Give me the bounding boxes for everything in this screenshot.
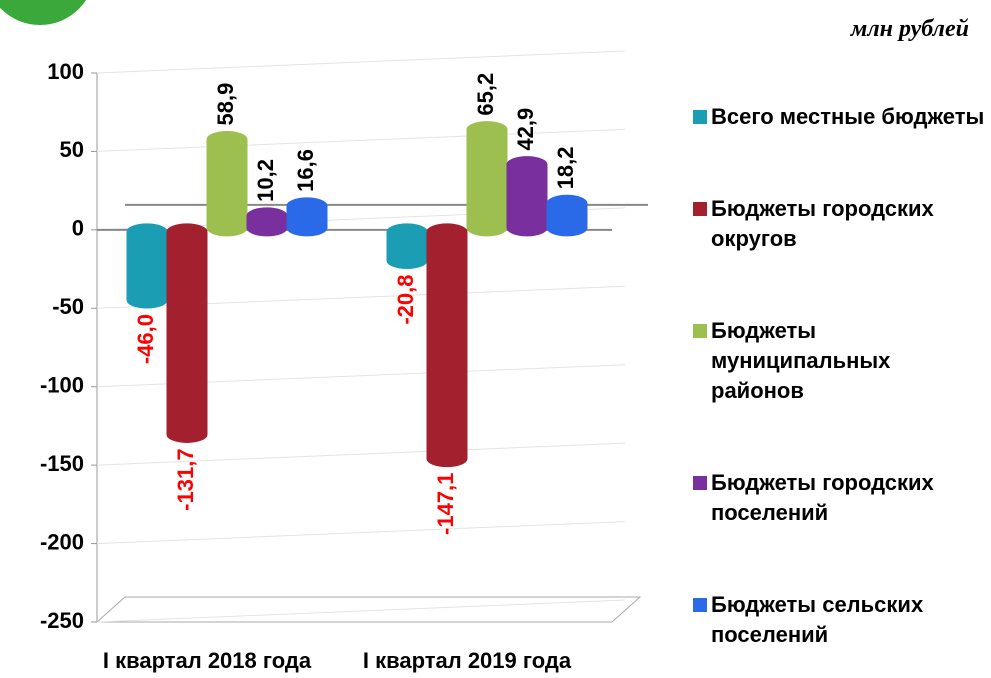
y-tick-label: -100 [40,373,84,398]
decoration [0,0,87,25]
legend-item: Бюджеты городских поселений [693,468,988,528]
y-tick-label: 0 [72,216,84,241]
bar [426,223,468,468]
x-tick-label: I квартал 2018 года [103,648,312,673]
grid-line [96,521,626,545]
y-tick-label: -250 [40,608,84,633]
bar [246,207,288,237]
legend-label: Бюджеты муниципальных районов [711,318,891,403]
data-label: 16,6 [293,149,318,192]
legend-item: Бюджеты городских округов [693,194,988,254]
data-label: 65,2 [473,73,498,116]
legend-item: Всего местные бюджеты [693,102,988,132]
y-tick-label: -150 [40,451,84,476]
floor [96,596,642,623]
grid-line [96,599,626,623]
bar [206,130,248,237]
data-label: 18,2 [553,146,578,189]
data-label: -46,0 [133,314,158,364]
data-label: -20,8 [393,274,418,324]
legend-label: Бюджеты городских поселений [711,470,934,525]
bar [546,194,588,237]
legend-item: Бюджеты муниципальных районов [693,316,988,406]
data-label: 42,9 [513,108,538,151]
legend: Всего местные бюджеты Бюджеты городских о… [693,102,988,650]
unit: млн рублей [850,16,969,42]
legend-item: Бюджеты сельских поселений [693,590,988,650]
data-label: -147,1 [433,473,458,535]
y-tick-label: -50 [52,294,84,319]
grid-line [96,128,626,152]
legend-swatch [693,598,707,612]
bar [386,223,428,269]
data-label: 10,2 [253,159,278,202]
legend-swatch [693,202,707,216]
y-tick-label: 50 [60,137,84,162]
y-tick-label: 100 [47,59,84,84]
legend-label: Бюджеты городских округов [711,196,934,251]
legend-swatch [693,476,707,490]
bar [126,223,168,309]
grid-line [96,442,626,466]
legend-swatch [693,110,707,124]
grid-line [96,50,626,74]
legend-swatch [693,324,707,338]
data-label: 58,9 [213,83,238,126]
data-label: -131,7 [173,448,198,510]
bar [166,223,208,443]
bar [506,156,548,237]
x-tick-label: I квартал 2019 года [363,648,572,673]
bar [286,197,328,237]
bar [466,121,508,237]
legend-label: Всего местные бюджеты [711,104,985,129]
y-tick-label: -200 [40,529,84,554]
legend-label: Бюджеты сельских поселений [711,592,924,647]
